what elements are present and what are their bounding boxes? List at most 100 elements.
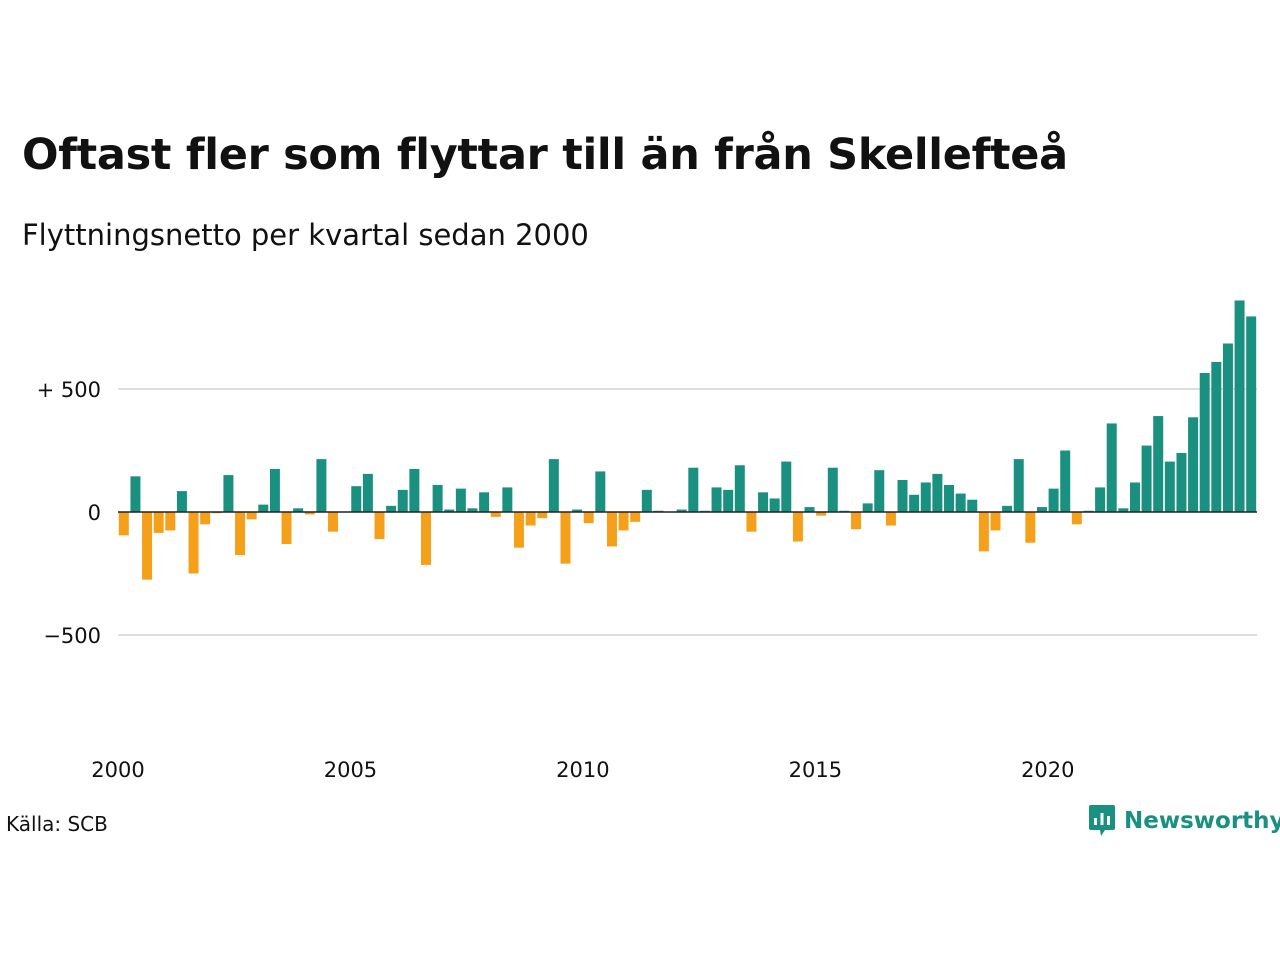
bar: 2020 Q3: -50 xyxy=(1071,512,1082,525)
bar: 2016 Q3: -55 xyxy=(885,512,896,526)
bar: 2005 Q2: 155 xyxy=(362,473,373,512)
brand-name: Newsworthy xyxy=(1124,808,1280,834)
bar: 2024 Q2: 795 xyxy=(1246,316,1257,512)
bar: 2012 Q1: 10 xyxy=(676,509,687,512)
y-tick-label: 0 xyxy=(88,501,101,525)
bar: 2000 Q4: -85 xyxy=(153,512,164,533)
newsworthy-logo-icon xyxy=(1089,805,1115,836)
bar: 2019 Q1: 25 xyxy=(1002,505,1013,512)
bar: 2001 Q2: 85 xyxy=(176,491,187,512)
bar: 2023 Q4: 685 xyxy=(1222,343,1233,512)
bar: 2016 Q1: 35 xyxy=(862,503,873,512)
bar: 2008 Q3: -145 xyxy=(513,512,524,548)
bar: 2000 Q3: -275 xyxy=(142,512,153,580)
bar: 2002 Q2: 150 xyxy=(223,475,234,512)
bar: 2014 Q3: -120 xyxy=(792,512,803,542)
bar: 2007 Q4: 80 xyxy=(479,492,490,512)
x-tick-label: 2010 xyxy=(556,758,609,782)
bar: 2017 Q2: 120 xyxy=(920,482,931,512)
bar: 2000 Q2: 145 xyxy=(130,476,141,512)
bar: 2013 Q3: -80 xyxy=(746,512,757,532)
bar: 2011 Q1: -40 xyxy=(630,512,641,522)
bar: 2002 Q3: -175 xyxy=(235,512,246,556)
bar: 2011 Q2: 90 xyxy=(641,489,652,512)
bar: 2020 Q2: 250 xyxy=(1060,450,1071,512)
bar: 2007 Q2: 95 xyxy=(455,488,466,512)
bar: 2001 Q1: -75 xyxy=(165,512,176,531)
bar: 2018 Q4: -75 xyxy=(990,512,1001,531)
bar: 2021 Q2: 360 xyxy=(1106,423,1117,512)
bar: 2018 Q3: -160 xyxy=(978,512,989,552)
bar: 2022 Q4: 240 xyxy=(1176,452,1187,512)
bar: 2013 Q1: 90 xyxy=(723,489,734,512)
gridlines xyxy=(118,388,1257,636)
bar: 2001 Q3: -250 xyxy=(188,512,199,574)
bar: 2023 Q3: 610 xyxy=(1211,361,1222,512)
bar: 2014 Q1: 55 xyxy=(769,498,780,512)
bar: 2014 Q2: 205 xyxy=(781,461,792,512)
tick-labels: + 500 0 −500 2000 2005 2010 2015 2020 xyxy=(37,378,1075,782)
bar: 2019 Q2: 215 xyxy=(1013,459,1024,512)
x-tick-label: 2020 xyxy=(1021,758,1074,782)
bar: 2004 Q2: 215 xyxy=(316,459,327,512)
bar: 2012 Q4: 100 xyxy=(711,487,722,512)
bar: 2012 Q2: 180 xyxy=(688,467,699,512)
y-tick-label: −500 xyxy=(43,624,101,648)
bar: 2006 Q3: -215 xyxy=(421,512,431,565)
bar: 2017 Q3: 155 xyxy=(932,473,943,512)
bar: 2015 Q2: 180 xyxy=(827,467,838,512)
bar: 2022 Q3: 205 xyxy=(1164,461,1175,512)
bar: 2018 Q2: 50 xyxy=(967,499,978,512)
bar: 2005 Q3: -110 xyxy=(374,512,385,540)
brand[interactable]: Newsworthy xyxy=(1088,804,1280,838)
bar: 2016 Q2: 170 xyxy=(874,470,885,512)
bar-chart: 2000 Q1: -952000 Q2: 1452000 Q3: -275200… xyxy=(37,300,1257,782)
chart-subtitle: Flyttningsnetto per kvartal sedan 2000 xyxy=(22,218,589,252)
bar: 2008 Q1: -20 xyxy=(490,512,501,517)
bar: 2009 Q4: 10 xyxy=(572,509,583,512)
bar: 2019 Q4: 20 xyxy=(1036,507,1047,512)
x-tick-label: 2000 xyxy=(91,758,144,782)
bar: 2014 Q4: 20 xyxy=(804,507,815,512)
bar: 2017 Q4: 110 xyxy=(944,484,955,512)
bar: 2010 Q1: -45 xyxy=(583,512,594,524)
bar: 2008 Q2: 100 xyxy=(502,487,513,512)
bar: 2019 Q3: -125 xyxy=(1025,512,1036,543)
bar: 2015 Q1: -15 xyxy=(816,512,827,516)
bar: 2003 Q4: 15 xyxy=(293,508,304,512)
bar: 2007 Q3: 15 xyxy=(467,508,478,512)
bar: 2004 Q1: -10 xyxy=(304,512,315,515)
bar: 2003 Q3: -130 xyxy=(281,512,292,544)
bar: 2006 Q4: 110 xyxy=(432,484,443,512)
bar: 2009 Q1: -25 xyxy=(537,512,548,519)
bar: 2010 Q2: 165 xyxy=(595,471,606,512)
bar: 2021 Q1: 100 xyxy=(1095,487,1106,512)
bar: 2004 Q3: -80 xyxy=(328,512,339,532)
y-tick-label: + 500 xyxy=(37,378,101,402)
bar: 2010 Q4: -75 xyxy=(618,512,629,531)
bar: 2003 Q2: 175 xyxy=(269,468,280,512)
bar: 2008 Q4: -55 xyxy=(525,512,536,526)
bar: 2009 Q3: -210 xyxy=(560,512,571,564)
bar: 2006 Q2: 175 xyxy=(409,468,420,512)
bar: 2013 Q4: 80 xyxy=(758,492,769,512)
bar: 2017 Q1: 70 xyxy=(909,494,920,512)
bar: 2021 Q3: 15 xyxy=(1118,508,1129,512)
bar: 2023 Q2: 565 xyxy=(1199,373,1210,512)
bar: 2005 Q4: 25 xyxy=(386,505,397,512)
bar: 2002 Q4: -30 xyxy=(246,512,257,520)
bar: 2005 Q1: 105 xyxy=(351,486,362,512)
bar: 2001 Q4: -50 xyxy=(200,512,211,525)
bar: 2021 Q4: 120 xyxy=(1129,482,1140,512)
bar: 2000 Q1: -95 xyxy=(118,512,129,536)
bar: 2006 Q1: 90 xyxy=(397,489,408,512)
bar: 2024 Q1: 860 xyxy=(1234,300,1245,512)
bar: 2022 Q2: 390 xyxy=(1153,416,1164,512)
bar: 2018 Q1: 75 xyxy=(955,493,966,512)
bars: 2000 Q1: -952000 Q2: 1452000 Q3: -275200… xyxy=(118,300,1257,580)
bar: 2010 Q3: -140 xyxy=(606,512,617,547)
x-tick-label: 2015 xyxy=(789,758,842,782)
bar: 2009 Q2: 215 xyxy=(548,459,559,512)
x-tick-label: 2005 xyxy=(324,758,377,782)
